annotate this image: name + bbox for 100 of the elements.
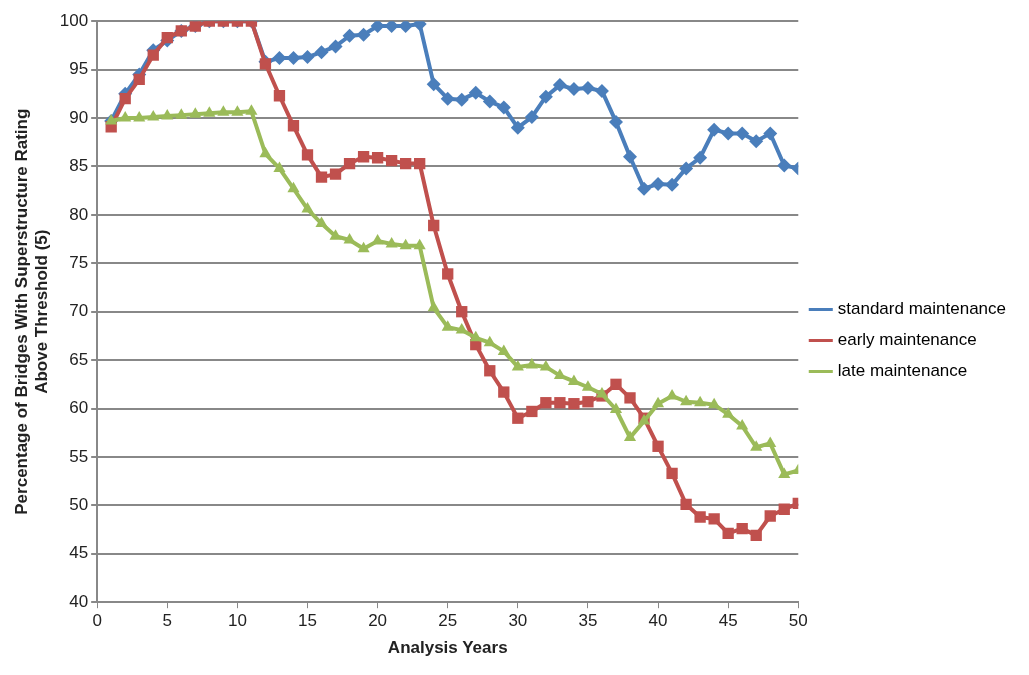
x-tick-label: 40	[648, 611, 668, 631]
x-tick-label: 45	[718, 611, 738, 631]
point	[637, 181, 652, 196]
point	[273, 90, 286, 102]
y-tick-label: 100	[59, 10, 89, 30]
point	[525, 357, 538, 369]
x-tick-label: 20	[368, 611, 388, 631]
point	[609, 402, 623, 413]
point	[161, 32, 173, 44]
point	[777, 158, 792, 173]
x-axis-title: Analysis Years	[387, 638, 508, 658]
y-axis-title: Percentage of Bridges With Superstructure Rating Above Threshold (5)	[11, 108, 52, 515]
point	[554, 397, 566, 409]
point	[455, 323, 468, 334]
point	[133, 73, 145, 85]
legend-label: standard maintenance	[837, 299, 1007, 319]
point	[468, 85, 483, 100]
point	[427, 300, 440, 312]
point	[750, 529, 762, 542]
point	[370, 21, 385, 34]
point	[133, 111, 146, 122]
point	[665, 177, 680, 192]
point	[175, 108, 188, 119]
point	[273, 161, 286, 172]
point	[482, 94, 497, 109]
point	[414, 157, 426, 170]
point	[385, 236, 398, 248]
point	[329, 229, 342, 240]
point	[413, 238, 426, 250]
point	[287, 181, 300, 193]
point	[189, 107, 202, 118]
point	[736, 522, 748, 535]
point	[454, 92, 469, 107]
point	[721, 126, 736, 141]
point	[342, 28, 357, 43]
x-tick-label: 50	[788, 611, 808, 631]
point	[524, 110, 539, 125]
point	[426, 77, 441, 92]
point	[736, 418, 749, 430]
point	[666, 467, 678, 480]
x-tick-label: 25	[438, 611, 458, 631]
point	[483, 335, 496, 347]
point	[608, 114, 623, 129]
point	[623, 149, 638, 164]
point	[722, 407, 735, 418]
point	[259, 146, 272, 158]
point	[147, 110, 160, 121]
point	[708, 513, 720, 525]
point	[651, 176, 666, 191]
point	[566, 81, 581, 96]
point	[526, 405, 538, 418]
point	[357, 151, 370, 163]
point	[552, 78, 567, 93]
y-tick-label: 90	[69, 107, 89, 127]
x-tick-label: 0	[92, 611, 102, 631]
point	[231, 105, 244, 116]
point	[385, 154, 398, 167]
point	[356, 27, 371, 42]
point	[161, 109, 174, 120]
point	[594, 83, 609, 98]
point	[384, 21, 399, 34]
point	[301, 202, 314, 213]
point	[398, 21, 413, 34]
y-tick-label: 65	[69, 349, 89, 369]
point	[568, 398, 580, 410]
point	[735, 126, 750, 141]
y-tick-label: 80	[69, 204, 89, 224]
point	[286, 51, 301, 65]
x-tick-label: 30	[508, 611, 528, 631]
point	[512, 412, 524, 424]
point	[707, 122, 722, 137]
y-tick-label: 55	[69, 446, 89, 466]
point	[511, 359, 524, 371]
x-tick-label: 10	[227, 611, 247, 631]
point	[469, 330, 482, 342]
point	[441, 320, 454, 331]
point	[694, 395, 707, 407]
point	[778, 503, 790, 515]
point	[456, 306, 468, 318]
point	[722, 527, 734, 540]
y-tick-label: 95	[69, 59, 89, 79]
point	[484, 365, 496, 377]
point	[440, 91, 455, 106]
point	[259, 58, 272, 70]
point	[203, 106, 216, 117]
point	[651, 396, 665, 408]
point	[287, 120, 300, 132]
point	[539, 359, 552, 371]
y-tick-label: 85	[69, 156, 89, 176]
point	[442, 268, 454, 280]
point	[314, 45, 329, 60]
point	[581, 380, 595, 391]
y-tick-label: 40	[69, 591, 89, 611]
point	[496, 100, 511, 115]
legend-label: early maintenance	[837, 330, 977, 350]
point	[147, 49, 159, 61]
point	[693, 150, 708, 165]
legend-label: late maintenance	[837, 361, 968, 381]
y-tick-label: 75	[69, 252, 89, 272]
point	[498, 386, 510, 398]
